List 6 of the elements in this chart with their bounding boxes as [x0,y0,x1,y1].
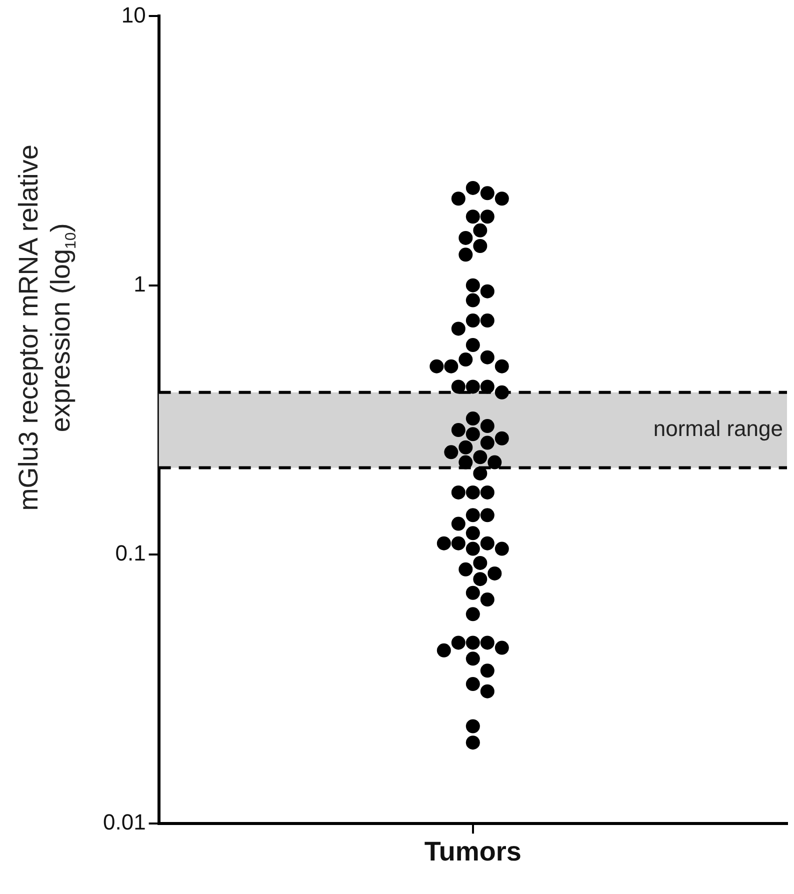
x-tick-label: Tumors [424,836,522,866]
y-tick-label: 0.01 [102,810,146,835]
y-tick-label: 0.1 [115,540,146,566]
band-label: normal range [653,416,783,442]
y-tick-label: 10 [121,2,146,28]
y-tick-label: 1 [134,271,146,296]
